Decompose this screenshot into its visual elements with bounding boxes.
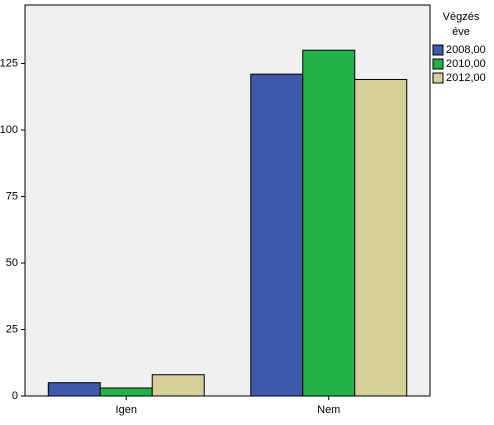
bar [151, 374, 205, 397]
legend-label: 2012,00 [446, 72, 486, 84]
legend-swatch [432, 44, 444, 56]
y-tick-label: 100 [0, 124, 18, 136]
y-tick-label: 50 [6, 257, 18, 269]
y-tick-label: 25 [6, 323, 18, 335]
legend-label: 2010,00 [446, 58, 486, 70]
legend-title: éve [452, 26, 470, 38]
legend-swatch [432, 58, 444, 70]
y-tick-label: 75 [6, 190, 18, 202]
bar [302, 49, 356, 397]
y-tick-label: 0 [12, 390, 18, 402]
bar [250, 73, 304, 397]
legend-label: 2008,00 [446, 44, 486, 56]
bar [47, 382, 101, 397]
legend-title: Végzés [443, 11, 480, 23]
x-tick-label: Nem [317, 404, 340, 416]
x-tick-label: Igen [116, 404, 137, 416]
bar [354, 78, 408, 397]
bar [99, 387, 153, 397]
legend-swatch [432, 72, 444, 84]
y-tick-label: 125 [0, 57, 18, 69]
